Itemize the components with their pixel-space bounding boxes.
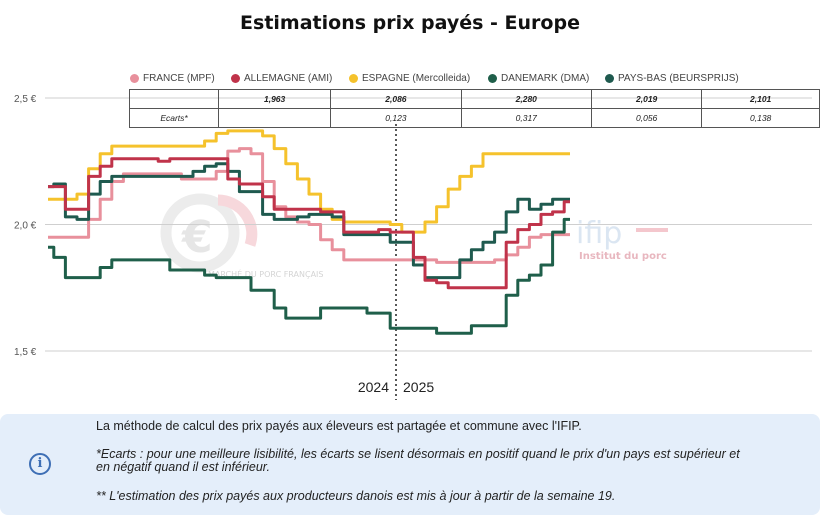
legend-swatch [349, 74, 358, 83]
watermark-euro-icon: € [181, 212, 213, 263]
legend-swatch [488, 74, 497, 83]
table-cell-empty [128, 89, 220, 109]
watermark-ifip-subtitle: Institut du porc [579, 251, 667, 262]
ecart-value-cell: 0,138 [701, 108, 820, 128]
legend-label: FRANCE (MPF) [143, 73, 215, 84]
ecart-value-cell [218, 108, 332, 128]
ecart-value-cell: 0,056 [590, 108, 703, 128]
note-ecarts-line2: en négatif quand il est inférieur. [96, 460, 270, 474]
legend-swatch [231, 74, 240, 83]
y-tick-label: 2,5 € [14, 94, 37, 105]
chart-title: Estimations prix payés - Europe [240, 12, 580, 34]
watermark-ifip-brand: ifip [576, 216, 622, 251]
series-line-espagne [48, 129, 570, 234]
legend-swatch [605, 74, 614, 83]
latest-values-row: 1,963 2,086 2,280 2,019 2,101 [128, 89, 820, 109]
chart-legend: FRANCE (MPF) ALLEMAGNE (AMI) ESPAGNE (Merc… [130, 73, 750, 89]
note-ecarts-line1: *Ecarts : pour une meilleure lisibilité,… [96, 447, 740, 461]
ecart-value-cell: 0,317 [460, 108, 592, 128]
legend-item: DANEMARK (DMA) [488, 73, 589, 84]
latest-value-cell: 2,101 [701, 89, 820, 109]
latest-value-cell: 1,963 [218, 89, 332, 109]
series-line-france [48, 147, 570, 264]
info-icon: i [29, 453, 51, 475]
legend-label: ALLEMAGNE (AMI) [244, 73, 333, 84]
ecarts-label: Ecarts* [128, 108, 220, 128]
year-label-2024: 2024 [358, 379, 389, 395]
legend-item: ESPAGNE (Mercolleida) [349, 73, 470, 84]
year-label-2025: 2025 [403, 379, 434, 395]
info-box: i La méthode de calcul des prix payés au… [0, 414, 820, 515]
latest-value-cell: 2,086 [330, 89, 462, 109]
legend-item: PAYS-BAS (BEURSPRIJS) [605, 73, 739, 84]
series-line-danemark [48, 217, 570, 335]
note-method: La méthode de calcul des prix payés aux … [96, 419, 582, 433]
values-table: 1,963 2,086 2,280 2,019 2,101 Ecarts* 0,123 0,… [128, 89, 820, 128]
series-line-allemagne [48, 157, 570, 290]
note-denmark: ** L'estimation des prix payés aux produ… [96, 489, 616, 503]
watermark-logo-ring [160, 193, 240, 273]
watermark-logo-arc [217, 194, 258, 247]
y-tick-label: 2,0 € [14, 221, 37, 232]
series-line-pays-bas [48, 162, 570, 280]
legend-label: PAYS-BAS (BEURSPRIJS) [618, 73, 739, 84]
y-tick-label: 1,5 € [14, 347, 37, 358]
latest-value-cell: 2,019 [590, 89, 703, 109]
legend-label: DANEMARK (DMA) [501, 73, 590, 84]
legend-label: ESPAGNE (Mercolleida) [362, 73, 471, 84]
legend-item: ALLEMAGNE (AMI) [231, 73, 332, 84]
ecarts-row: Ecarts* 0,123 0,317 0,056 0,138 [128, 108, 820, 128]
ecart-value-cell: 0,123 [330, 108, 462, 128]
latest-value-cell: 2,280 [460, 89, 592, 109]
legend-item: FRANCE (MPF) [130, 73, 215, 84]
legend-swatch [130, 74, 139, 83]
watermark-text: MARCHÉ DU PORC FRANÇAIS [208, 268, 324, 279]
